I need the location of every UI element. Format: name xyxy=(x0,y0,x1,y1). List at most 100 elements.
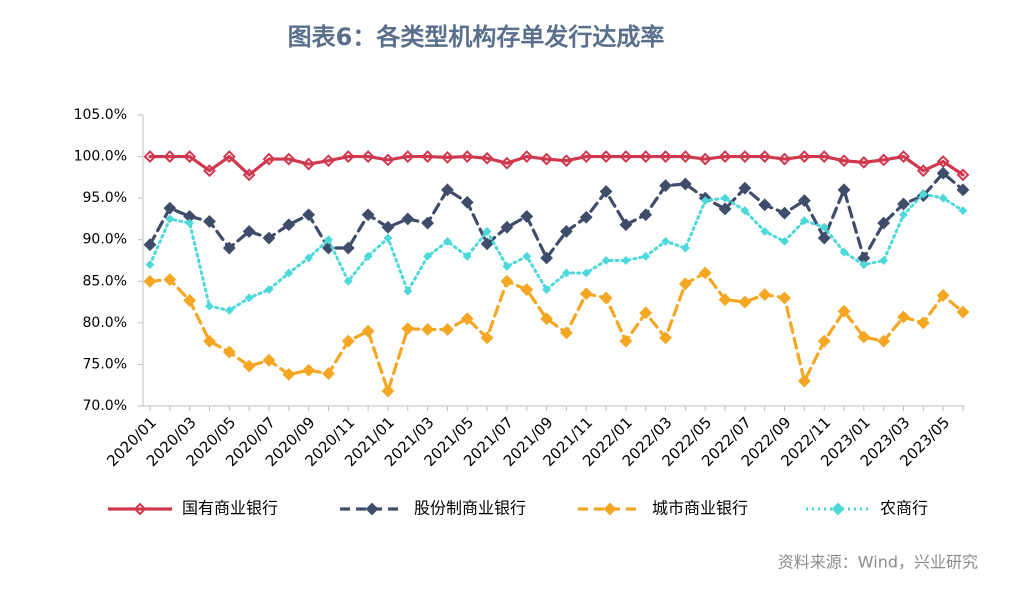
marker xyxy=(678,277,692,291)
marker xyxy=(758,198,772,212)
marker xyxy=(282,367,296,381)
marker xyxy=(780,236,789,246)
marker xyxy=(462,251,472,261)
marker xyxy=(500,274,514,288)
marker xyxy=(441,183,454,197)
y-tick-label: 100.0% xyxy=(74,149,127,165)
marker xyxy=(143,274,157,288)
marker xyxy=(560,326,573,340)
marker xyxy=(641,251,651,261)
marker xyxy=(718,150,732,163)
marker xyxy=(222,150,236,163)
marker xyxy=(361,324,375,338)
marker xyxy=(916,164,930,178)
marker xyxy=(284,268,294,278)
marker xyxy=(817,150,831,163)
marker xyxy=(441,150,454,164)
y-tick-label: 80.0% xyxy=(83,315,127,331)
marker xyxy=(778,206,791,220)
marker xyxy=(601,256,611,265)
marker xyxy=(540,152,553,166)
marker xyxy=(460,150,474,163)
marker xyxy=(659,150,672,163)
marker xyxy=(143,150,157,163)
marker xyxy=(443,236,452,246)
marker xyxy=(480,151,494,165)
legend-marker xyxy=(603,502,617,516)
marker xyxy=(302,157,316,171)
marker xyxy=(542,285,551,295)
marker xyxy=(897,310,910,324)
marker xyxy=(837,183,851,197)
marker xyxy=(322,367,335,380)
legend-marker xyxy=(365,502,379,516)
marker xyxy=(562,268,571,278)
marker xyxy=(183,150,197,163)
marker xyxy=(421,216,435,230)
marker xyxy=(778,291,791,305)
marker xyxy=(203,215,216,228)
marker xyxy=(619,218,633,232)
series-line xyxy=(148,192,965,312)
marker xyxy=(520,210,534,223)
marker xyxy=(817,231,831,245)
marker xyxy=(639,150,653,163)
marker xyxy=(579,287,593,301)
marker xyxy=(441,323,454,336)
marker xyxy=(222,345,236,359)
marker xyxy=(381,220,395,234)
marker xyxy=(500,156,514,170)
marker xyxy=(678,177,692,191)
marker xyxy=(242,224,256,238)
marker xyxy=(361,208,375,222)
marker xyxy=(698,266,712,280)
marker xyxy=(877,216,891,230)
marker xyxy=(203,164,216,178)
marker xyxy=(859,260,869,270)
marker xyxy=(760,226,770,236)
marker xyxy=(599,291,613,305)
marker xyxy=(381,153,395,167)
marker xyxy=(185,218,195,228)
marker xyxy=(205,301,214,311)
marker xyxy=(619,334,633,348)
marker xyxy=(956,168,970,182)
marker xyxy=(621,256,631,265)
legend-marker xyxy=(133,502,147,516)
marker xyxy=(678,150,692,163)
y-tick-label: 75.0% xyxy=(83,356,127,372)
legend-marker xyxy=(831,502,845,516)
marker xyxy=(143,238,157,252)
marker xyxy=(324,235,333,245)
marker xyxy=(698,152,712,166)
marker xyxy=(242,359,256,373)
marker xyxy=(540,251,553,265)
marker xyxy=(639,306,653,320)
marker xyxy=(540,312,553,326)
marker xyxy=(244,293,254,303)
marker xyxy=(879,256,889,265)
source-note: 资料来源：Wind，兴业研究 xyxy=(778,553,978,572)
marker xyxy=(520,283,534,297)
marker xyxy=(579,210,593,224)
marker xyxy=(341,334,355,348)
marker xyxy=(500,220,514,234)
legend-label: 国有商业银行 xyxy=(182,499,278,518)
marker xyxy=(700,196,710,206)
marker xyxy=(480,237,494,251)
marker xyxy=(242,168,256,182)
marker xyxy=(837,154,851,168)
marker xyxy=(502,261,512,271)
marker xyxy=(145,260,155,270)
marker xyxy=(264,285,274,295)
marker xyxy=(401,212,415,226)
marker xyxy=(383,233,393,243)
chart-title: 图表6：各类型机构存单发行达成率 xyxy=(288,23,665,51)
marker xyxy=(936,166,950,180)
marker xyxy=(877,153,891,167)
marker xyxy=(522,251,532,261)
marker xyxy=(482,226,492,236)
marker xyxy=(837,304,851,318)
marker xyxy=(680,243,690,253)
